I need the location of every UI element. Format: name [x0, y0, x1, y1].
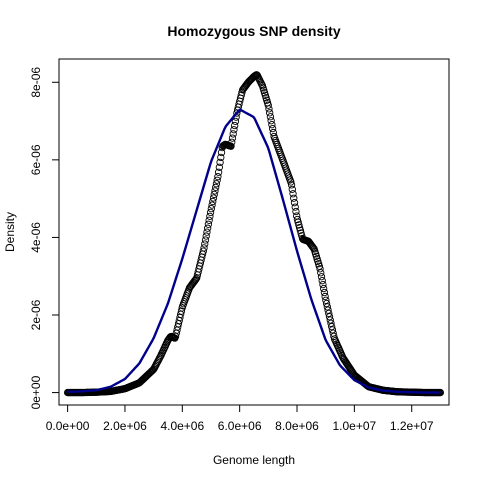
plot-frame	[58, 58, 450, 406]
density-point	[217, 148, 226, 157]
x-tick-label: 1.0e+07	[333, 419, 377, 433]
density-point	[210, 190, 218, 199]
density-point	[288, 185, 296, 193]
density-point	[266, 113, 275, 121]
density-point	[317, 273, 326, 281]
density-point	[292, 207, 300, 216]
density-point	[290, 199, 299, 207]
density-point	[201, 236, 210, 244]
density-point	[202, 232, 210, 240]
density-point	[217, 153, 225, 162]
x-tick-label: 4.0e+06	[160, 419, 204, 433]
density-point	[321, 292, 329, 301]
density-point	[192, 275, 200, 283]
density-points-series	[63, 71, 445, 397]
density-point	[204, 224, 212, 232]
density-point	[268, 121, 276, 129]
normal-fit-line-series	[67, 108, 441, 394]
density-point	[215, 163, 223, 171]
density-point	[205, 216, 213, 224]
density-point	[319, 280, 327, 289]
density-point	[325, 313, 334, 321]
density-point	[206, 208, 215, 217]
density-point	[297, 229, 305, 237]
density-point	[177, 307, 186, 315]
x-tick-label: 6.0e+06	[218, 419, 262, 433]
density-point	[209, 194, 218, 202]
series-layer	[63, 71, 445, 397]
density-point	[328, 322, 336, 331]
x-tick-label: 8.0e+06	[275, 419, 319, 433]
density-point	[287, 178, 295, 186]
density-point	[325, 309, 333, 318]
density-point	[296, 226, 304, 235]
density-point	[322, 299, 331, 308]
x-tick-label: 1.2e+07	[390, 419, 434, 433]
density-point	[216, 158, 224, 167]
density-point	[323, 303, 331, 311]
density-point	[295, 223, 304, 232]
y-tick-label: 4e-06	[29, 222, 43, 253]
y-tick-label: 2e-06	[29, 299, 43, 330]
density-point	[230, 126, 238, 134]
density-point	[267, 117, 275, 125]
x-tick-label: 0.0e+00	[46, 419, 90, 433]
density-point	[327, 319, 335, 327]
density-point	[268, 124, 277, 133]
density-point	[326, 316, 334, 324]
density-point	[203, 228, 211, 236]
density-point	[309, 243, 317, 251]
density-point	[201, 240, 209, 248]
density-point	[290, 194, 298, 202]
density-point	[212, 180, 221, 188]
density-point	[324, 306, 332, 314]
density-point	[207, 204, 215, 213]
density-point	[316, 265, 324, 273]
density-point	[318, 277, 326, 285]
y-tick-label: 0e+00	[29, 375, 43, 409]
density-point	[291, 203, 299, 211]
density-point	[206, 212, 214, 221]
y-axis: 0e+00 2e-06 4e-06 6e-06 8e-06	[29, 67, 60, 409]
density-point	[204, 220, 213, 228]
density-point	[287, 181, 296, 189]
density-point	[231, 121, 239, 130]
x-axis-label: Genome length	[213, 453, 295, 467]
y-tick-label: 6e-06	[29, 144, 43, 175]
density-point	[228, 134, 237, 142]
density-point	[295, 221, 303, 229]
density-point	[289, 190, 297, 198]
density-point	[264, 101, 272, 109]
y-axis-label: Density	[3, 212, 17, 252]
density-point	[266, 109, 274, 117]
x-tick-label: 2.0e+06	[103, 419, 147, 433]
density-point	[209, 197, 217, 206]
density-point	[320, 284, 328, 293]
density-point	[228, 138, 236, 146]
density-point	[211, 187, 219, 195]
density-point	[294, 218, 302, 226]
density-point	[199, 247, 207, 255]
density-point	[214, 173, 222, 181]
density-point	[213, 176, 221, 184]
x-axis: 0.0e+00 2.0e+06 4.0e+06 6.0e+06 8.0e+06 1.0e+…	[46, 404, 434, 433]
chart-title: Homozygous SNP density	[167, 23, 340, 39]
density-point	[214, 168, 223, 176]
density-point	[322, 296, 330, 304]
density-point	[200, 244, 208, 252]
density-point	[265, 105, 273, 113]
density-point	[317, 269, 325, 277]
density-point	[320, 288, 329, 297]
density-point	[227, 142, 235, 150]
density-point	[231, 117, 240, 125]
density-point	[237, 91, 245, 99]
y-tick-label: 8e-06	[29, 67, 43, 98]
density-point	[212, 183, 220, 191]
density-point	[328, 326, 337, 334]
density-point	[293, 215, 302, 224]
density-point	[229, 130, 237, 138]
normal-fit-line	[67, 108, 441, 394]
density-point	[208, 201, 216, 209]
